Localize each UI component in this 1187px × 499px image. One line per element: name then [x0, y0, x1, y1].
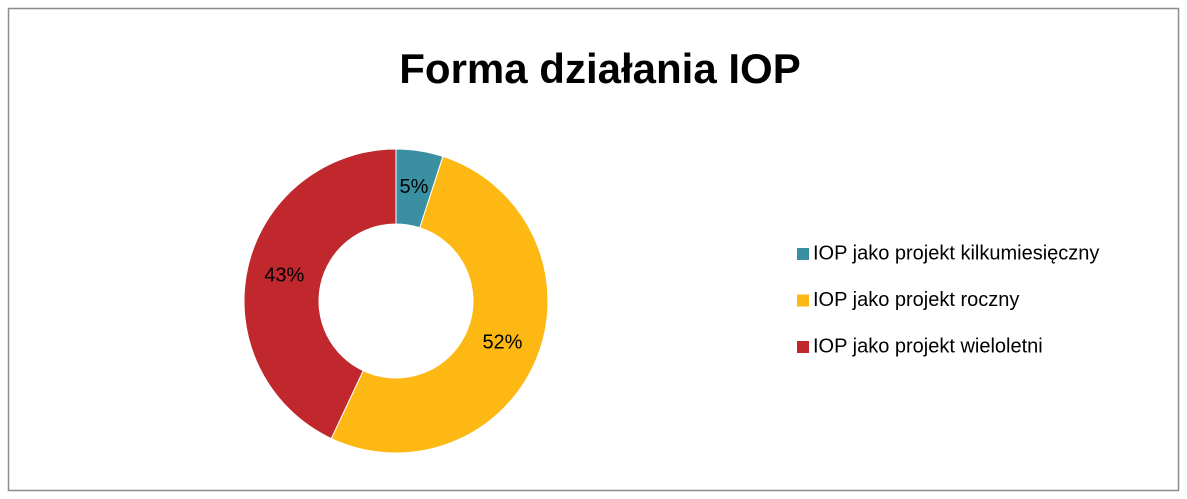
legend-label: IOP jako projekt kilkumiesięczny [813, 242, 1099, 264]
legend-swatch [797, 294, 809, 307]
data-label: 5% [399, 176, 428, 198]
data-label: 43% [264, 264, 304, 286]
legend-swatch [797, 341, 809, 353]
donut-slice [330, 155, 549, 454]
data-label: 52% [482, 331, 522, 353]
chart-border [7, 7, 1180, 492]
legend-label: IOP jako projekt roczny [813, 289, 1019, 311]
legend-label: IOP jako projekt wieloletni [813, 335, 1043, 357]
donut-slice [243, 148, 397, 440]
legend-swatch [797, 248, 809, 260]
chart-title: Forma działania IOP [399, 45, 800, 92]
